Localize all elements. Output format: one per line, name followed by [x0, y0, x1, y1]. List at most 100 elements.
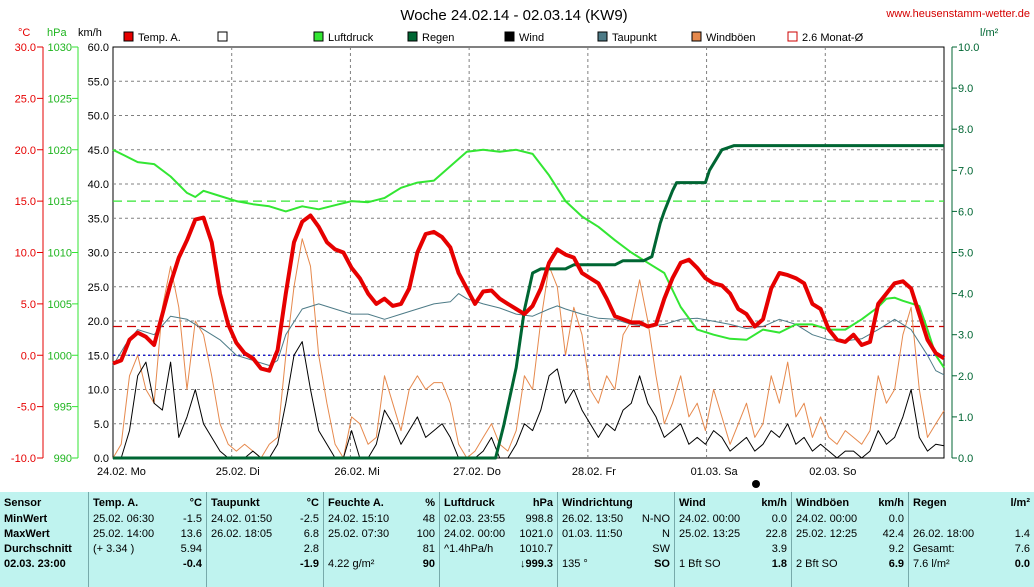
- temp-tick-label: 5.0: [21, 299, 36, 311]
- legend-rain-label: Regen: [422, 32, 454, 44]
- legend-avg2m-label: 2.6 Monat-Ø: [802, 32, 864, 44]
- day-tick-label: 27.02. Do: [453, 466, 501, 478]
- wind-tick-label: 55.0: [88, 76, 109, 88]
- stats-section-temp: Temp. A. °C 25.02. 06:30 -1.5 25.02. 14:00 13…: [88, 492, 206, 587]
- stats-row-label: 02.03. 23:00: [4, 558, 66, 570]
- stats-row: 02.03. 23:55 998.8: [444, 512, 553, 527]
- stats-header: Feuchte A.%: [328, 496, 435, 511]
- chart-title: Woche 24.02.14 - 02.03.14 (KW9): [400, 7, 627, 24]
- rain-tick-label: 8.0: [958, 124, 973, 136]
- stats-header: Luftdruck hPa: [444, 496, 553, 511]
- rain-tick-label: 7.0: [958, 165, 973, 177]
- stats-header-label: Temp. A.: [93, 497, 139, 509]
- stats-row-label: MaxWert: [4, 528, 50, 540]
- stats-row-label: 24.02. 01:50: [211, 513, 273, 525]
- legend-gust-label: Windböen: [706, 32, 756, 44]
- legend-pressure-swatch: [313, 31, 324, 42]
- reference-lines: [113, 200, 944, 356]
- stats-row-label: 2 Bft SO: [796, 558, 838, 570]
- stats-row-label: 135 °: [562, 558, 588, 570]
- stats-row: 135 ° SO: [562, 557, 670, 572]
- stats-header-unit: km/h: [761, 497, 787, 509]
- stats-row: SW: [562, 542, 670, 557]
- wind-line: [113, 341, 945, 459]
- stats-row: 02.03. 23:00: [4, 557, 84, 572]
- stats-header-unit: l/m²: [1010, 497, 1030, 509]
- rain-tick-label: 4.0: [958, 289, 973, 301]
- stats-header-label: Wind: [679, 497, 706, 509]
- legend-dewpoint-label: Taupunkt: [612, 32, 657, 44]
- stats-row: 24.02. 01:50 -2.5: [211, 512, 319, 527]
- stats-row-value: 6.9: [888, 558, 904, 570]
- day-tick-label: 01.03. Sa: [691, 466, 739, 478]
- rain-tick-label: 9.0: [958, 83, 973, 95]
- rain-tick-label: 1.0: [958, 412, 973, 424]
- stats-row-value: 81: [422, 543, 435, 555]
- day-tick-label: 25.02. Di: [216, 466, 260, 478]
- stats-row: ^1.4hPa/h 1010.7: [444, 542, 553, 557]
- stats-row: Gesamt: 7.6: [913, 542, 1030, 557]
- website-link[interactable]: www.heusenstamm-wetter.de: [885, 8, 1030, 20]
- legend-rain-swatch: [407, 31, 418, 42]
- stats-row-value: 3.9: [771, 543, 787, 555]
- stats-header-label: Sensor: [4, 497, 42, 509]
- legend-wind-swatch: [504, 31, 515, 42]
- stats-row: 3.9: [679, 542, 787, 557]
- stats-header: Regen l/m²: [913, 496, 1030, 511]
- stats-row: 25.02. 07:30 100: [328, 527, 435, 542]
- rain-axis: 10.0 9.0 8.0 7.0 6.0 5.0 4.0 3.0 2.0 1.0 0.0: [952, 42, 979, 465]
- stats-row: 25.02. 14:00 13.6: [93, 527, 202, 542]
- stats-row-label: Gesamt:: [913, 543, 955, 555]
- day-tick-label: 24.02. Mo: [97, 466, 146, 478]
- wind-tick-label: 50.0: [88, 111, 109, 123]
- legend-temp-label: Temp. A.: [138, 32, 181, 44]
- rain-unit: l/m²: [980, 27, 999, 39]
- stats-row-value: 22.8: [765, 528, 787, 540]
- stats-row-value: 0.0: [1014, 558, 1030, 570]
- stats-header-label: Feuchte A.: [328, 497, 384, 509]
- pressure-tick-label: 1015: [48, 196, 72, 208]
- stats-header-label: Luftdruck: [444, 497, 495, 509]
- stats-row: 25.02. 06:30 -1.5: [93, 512, 202, 527]
- stats-row-value: 13.6: [180, 528, 202, 540]
- pressure-tick-label: 1010: [48, 248, 72, 260]
- rain-tick-label: 3.0: [958, 330, 973, 342]
- rain-tick-label: 6.0: [958, 206, 973, 218]
- legend-avg2m-swatch: [787, 31, 798, 42]
- stats-row: -1.9: [211, 557, 319, 572]
- stats-row-value: -1.9: [300, 558, 319, 570]
- stats-header-unit: km/h: [878, 497, 904, 509]
- pressure-tick-label: 1005: [48, 299, 72, 311]
- stats-row: -0.4: [93, 557, 202, 572]
- wind-tick-label: 35.0: [88, 213, 109, 225]
- wind-tick-label: 45.0: [88, 145, 109, 157]
- stats-row-value: 90: [422, 558, 435, 570]
- stats-row-label: Durchschnitt: [4, 543, 72, 555]
- stats-row: 01.03. 11:50 N: [562, 527, 670, 542]
- stats-header: Windrichtung: [562, 496, 670, 511]
- stats-row: 2.8: [211, 542, 319, 557]
- temp-tick-label: 20.0: [15, 145, 36, 157]
- temp-tick-label: 30.0: [15, 42, 36, 54]
- stats-row-label: 01.03. 11:50: [562, 528, 623, 540]
- stats-row: MaxWert: [4, 527, 84, 542]
- stats-row-label: 24.02. 00:00: [444, 528, 506, 540]
- stats-header-label: Regen: [913, 497, 947, 509]
- stats-row-label: 25.02. 07:30: [328, 528, 390, 540]
- stats-section-wind: Wind km/h 24.02. 00:00 0.0 25.02. 13:25 22.8 3…: [674, 492, 791, 587]
- rain-line: [113, 144, 944, 460]
- chart-legend: Temp. A. Luftdruck Regen Wind Taupunkt Windbö…: [123, 31, 864, 44]
- rain-tick-label: 5.0: [958, 248, 973, 260]
- stats-row-value: -2.5: [300, 513, 319, 525]
- stats-row-value: 5.94: [180, 543, 202, 555]
- day-tick-label: 28.02. Fr: [572, 466, 616, 478]
- wind-unit: km/h: [78, 27, 102, 39]
- wind-tick-label: 25.0: [88, 282, 109, 294]
- stats-header-unit: °C: [189, 497, 202, 509]
- stats-row: [913, 512, 1030, 527]
- stats-row: 26.02. 13:50 N-NO: [562, 512, 670, 527]
- stats-row: 2 Bft SO 6.9: [796, 557, 904, 572]
- stats-header-label: Windrichtung: [562, 497, 633, 509]
- stats-header-label: Windböen: [796, 497, 850, 509]
- wind-tick-label: 0.0: [94, 453, 109, 465]
